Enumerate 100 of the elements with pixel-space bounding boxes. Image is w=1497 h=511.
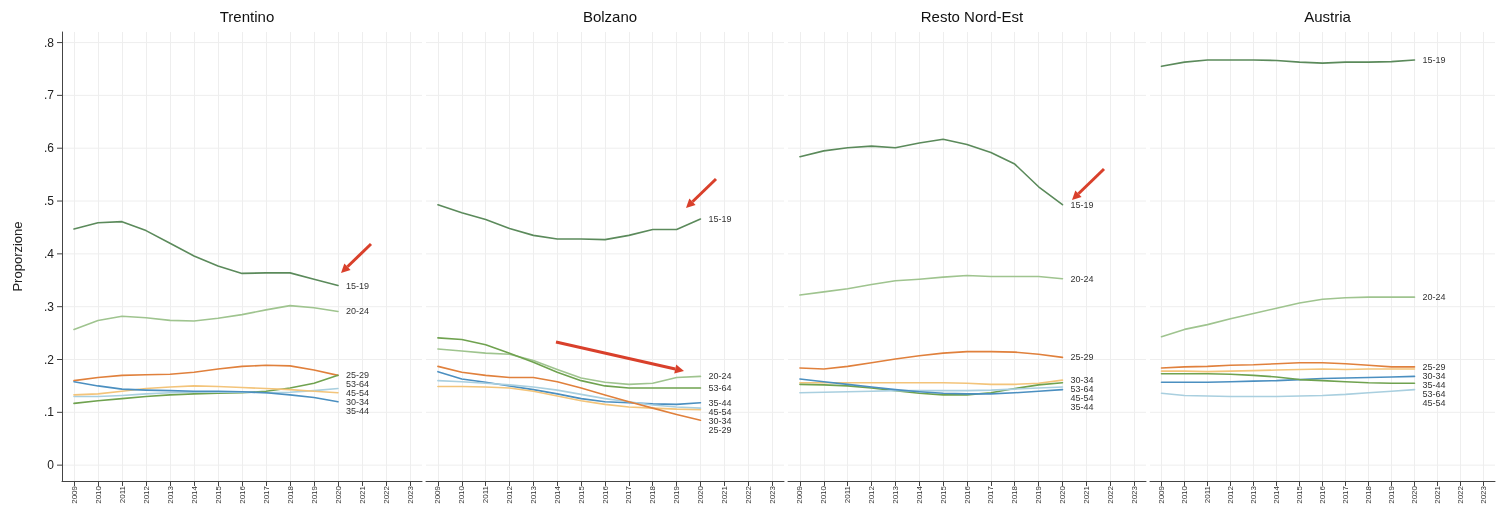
chart-title: Trentino: [219, 8, 275, 25]
x-tick-label: 2023: [767, 485, 777, 504]
x-tick-label: 2009: [69, 485, 79, 504]
x-tick-label: 2017: [624, 485, 634, 504]
series-label: 35-44: [346, 406, 370, 417]
x-tick-label: 2019: [309, 485, 319, 504]
x-tick-label: 2022: [743, 485, 753, 504]
x-tick-label: 2015: [938, 485, 948, 504]
x-tick-label: 2015: [576, 485, 586, 504]
series-label: 30-34: [346, 397, 370, 408]
series-label: 35-44: [1070, 402, 1094, 413]
x-tick-label: 2010: [457, 485, 467, 504]
x-tick-label: 2011: [1203, 485, 1212, 504]
x-tick-label: 2016: [600, 485, 610, 504]
x-tick-label: 2021: [1433, 485, 1442, 504]
x-tick-label: 2020: [333, 485, 343, 504]
line-series: [73, 364, 339, 382]
x-tick-label: 2010: [93, 485, 103, 504]
y-tick-label: .2: [43, 352, 55, 367]
chart-title: Austria: [1304, 8, 1352, 25]
series-label: 35-44: [708, 397, 732, 408]
line-series: [73, 380, 339, 403]
series-label: 53-64: [1070, 384, 1094, 395]
x-tick-label: 2022: [1105, 485, 1115, 504]
y-tick-label: .7: [43, 88, 55, 103]
x-tick-label: 2014: [189, 485, 199, 504]
x-tick-label: 2013: [165, 485, 175, 504]
series-label: 20-24: [1422, 292, 1446, 303]
series-label: 45-54: [1422, 397, 1446, 408]
x-tick-label: 2012: [141, 485, 151, 504]
y-tick-label: 0: [47, 458, 55, 473]
x-tick-label: 2010: [819, 485, 829, 504]
x-tick-label: 2018: [1364, 485, 1373, 504]
series-label: 25-29: [346, 370, 370, 381]
x-tick-label: 2020: [1057, 485, 1067, 504]
y-tick-label: .5: [43, 194, 55, 209]
x-tick-label: 2023: [1479, 485, 1488, 504]
y-tick-label: .1: [43, 405, 55, 420]
x-tick-label: 2013: [890, 485, 900, 504]
y-axis-title: Proporzione: [10, 221, 25, 292]
x-tick-label: 2021: [1081, 485, 1091, 504]
x-tick-label: 2014: [1272, 485, 1281, 504]
series-label: 53-64: [346, 379, 370, 390]
x-tick-label: 2009: [433, 485, 443, 504]
series-label: 15-19: [1422, 55, 1446, 65]
x-tick-label: 2017: [261, 485, 271, 504]
x-tick-label: 2012: [1226, 485, 1235, 504]
series-label: 20-24: [346, 306, 370, 317]
series-label: 15-19: [708, 214, 732, 224]
series-label: 45-54: [708, 406, 732, 417]
x-tick-label: 2021: [357, 485, 367, 504]
y-tick-label: .4: [43, 246, 55, 261]
x-tick-label: 2019: [672, 485, 682, 504]
chart-title: Bolzano: [582, 8, 638, 25]
x-tick-label: 2012: [867, 485, 877, 504]
series-label: 30-34: [708, 415, 732, 426]
x-tick-label: 2014: [914, 485, 924, 504]
line-series: [73, 304, 339, 331]
x-tick-label: 2017: [1341, 485, 1350, 504]
x-tick-label: 2022: [381, 485, 391, 504]
series-label: 25-29: [708, 424, 732, 435]
y-tick-label: .8: [43, 35, 55, 50]
x-tick-label: 2011: [481, 485, 491, 504]
x-tick-label: 2015: [1295, 485, 1304, 504]
chart-title: Resto Nord-Est: [920, 8, 1025, 25]
x-tick-label: 2013: [1249, 485, 1258, 504]
x-tick-label: 2021: [719, 485, 729, 504]
x-tick-label: 2013: [528, 485, 538, 504]
series-label: 15-19: [346, 280, 370, 291]
series-label: 20-24: [1070, 273, 1094, 284]
series-label: 30-34: [1070, 375, 1094, 386]
y-tick-label: .3: [43, 299, 55, 314]
x-tick-label: 2023: [1129, 485, 1139, 504]
x-tick-label: 2018: [285, 485, 295, 504]
y-tick-label: .6: [43, 141, 55, 156]
x-tick-label: 2023: [405, 485, 415, 504]
x-tick-label: 2015: [213, 485, 223, 504]
series-label: 20-24: [708, 371, 732, 382]
x-tick-label: 2016: [1318, 485, 1327, 504]
x-tick-label: 2019: [1387, 485, 1396, 504]
x-tick-label: 2017: [986, 485, 996, 504]
x-tick-label: 2022: [1456, 485, 1465, 504]
series-label: 45-54: [1070, 393, 1094, 404]
series-label: 15-19: [1070, 199, 1094, 210]
series-label: 35-44: [1422, 379, 1446, 390]
x-tick-label: 2009: [1157, 485, 1166, 504]
x-tick-label: 2019: [1034, 485, 1044, 504]
x-tick-label: 2020: [1410, 485, 1419, 504]
line-series: [73, 220, 339, 287]
x-tick-label: 2018: [1010, 485, 1020, 504]
x-tick-label: 2020: [695, 485, 705, 504]
x-tick-label: 2016: [237, 485, 247, 504]
x-tick-label: 2018: [648, 485, 658, 504]
series-label: 25-29: [1422, 361, 1446, 372]
x-tick-label: 2014: [552, 485, 562, 504]
series-label: 53-64: [1422, 388, 1446, 399]
x-tick-label: 2009: [795, 485, 805, 504]
x-tick-label: 2010: [1180, 485, 1189, 504]
x-tick-label: 2016: [962, 485, 972, 504]
series-label: 45-54: [346, 388, 370, 399]
